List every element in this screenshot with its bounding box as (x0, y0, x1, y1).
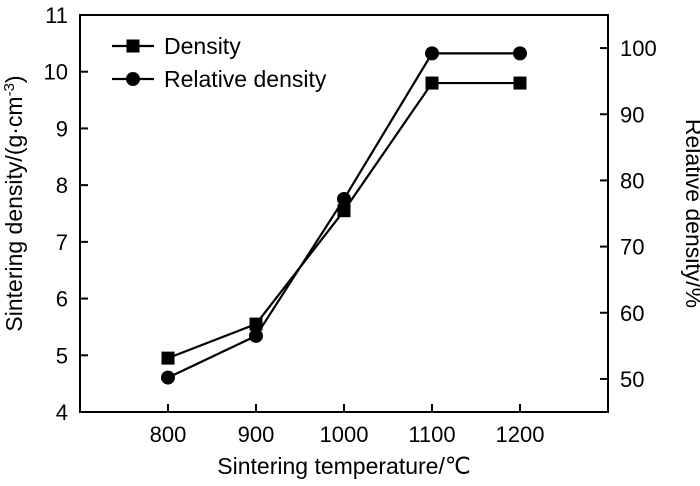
data-point-square (513, 76, 527, 90)
right-y-tick-label: 80 (620, 168, 644, 193)
x-tick-label: 800 (150, 422, 187, 447)
left-y-tick-label: 6 (56, 287, 68, 312)
left-y-axis-title-sup: -3 (1, 83, 18, 96)
series-layer (161, 46, 527, 385)
legend-marker-circle (126, 72, 140, 86)
data-point-square (337, 204, 351, 218)
data-point-circle (249, 328, 263, 343)
data-point-circle (513, 46, 527, 61)
data-point-square (249, 317, 263, 331)
axes-layer: 800 900 1000 1100 1200 4 5 6 7 8 9 10 11 50 60 70 80 90 10… (44, 3, 657, 447)
data-point-square (425, 76, 439, 90)
x-tick-label: 900 (238, 422, 275, 447)
legend-label: Relative density (164, 66, 327, 92)
left-y-tick-label: 7 (56, 230, 68, 255)
x-tick-label: 1100 (408, 422, 455, 447)
data-point-square (161, 351, 175, 365)
left-y-tick-label: 4 (56, 400, 68, 425)
right-y-axis-title: Relative density/% (681, 119, 700, 308)
x-axis-title: Sintering temperature/℃ (217, 453, 470, 479)
left-y-axis-title-main: Sintering density/(g·cm (1, 96, 27, 331)
data-point-circle (161, 370, 175, 385)
left-y-tick-label: 5 (56, 343, 68, 368)
series-line-1 (167, 81, 520, 360)
data-point-circle (337, 191, 351, 206)
left-y-tick-label: 8 (56, 173, 68, 198)
data-point-circle (425, 46, 439, 61)
x-tick-label: 1200 (496, 422, 545, 447)
legend: Density Relative density (112, 33, 327, 92)
right-y-tick-label: 70 (620, 235, 644, 260)
left-y-axis-title: Sintering density/(g·cm-3) (1, 75, 28, 331)
left-y-tick-label: 11 (45, 3, 68, 28)
legend-marker-square (126, 39, 140, 53)
right-y-tick-label: 90 (620, 102, 644, 127)
right-y-tick-label: 100 (620, 36, 657, 61)
right-y-tick-label: 60 (620, 301, 644, 326)
x-tick-label: 1000 (320, 422, 369, 447)
left-y-tick-label: 9 (56, 116, 68, 141)
left-y-tick-label: 10 (44, 60, 68, 85)
left-y-axis-title-end: ) (1, 75, 27, 83)
right-y-tick-label: 50 (620, 367, 644, 392)
legend-label: Density (164, 33, 241, 59)
